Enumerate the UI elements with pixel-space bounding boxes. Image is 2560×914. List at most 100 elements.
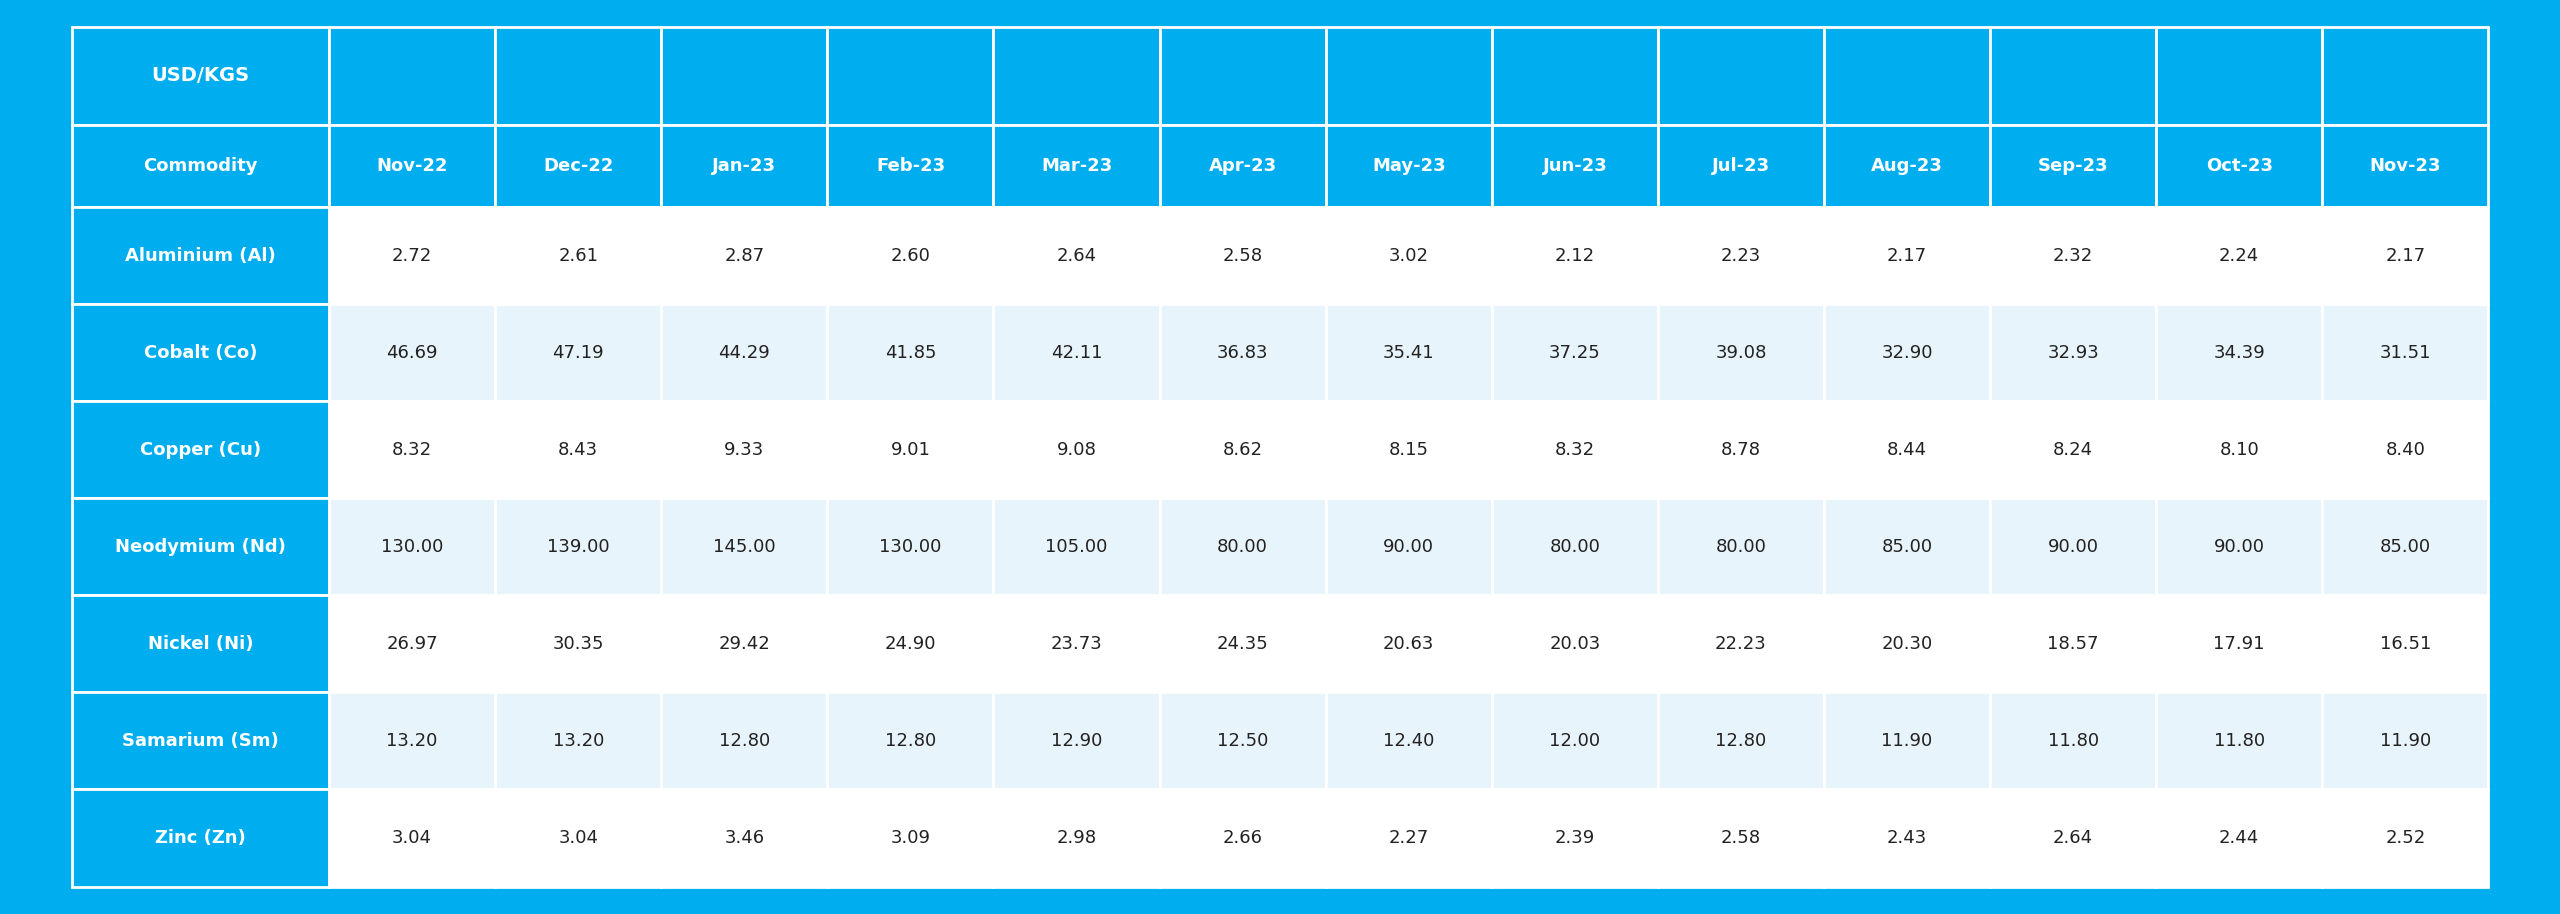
Text: 3.46: 3.46 — [724, 829, 765, 847]
Bar — [1659, 401, 1823, 498]
Bar — [330, 124, 494, 207]
Text: 85.00: 85.00 — [1882, 537, 1933, 556]
Bar — [660, 124, 827, 207]
Text: Nickel (Ni): Nickel (Ni) — [148, 635, 253, 653]
Bar — [1492, 27, 1659, 124]
Text: 2.24: 2.24 — [2220, 247, 2260, 264]
Bar — [827, 27, 993, 124]
Text: 145.00: 145.00 — [714, 537, 776, 556]
Bar — [1823, 27, 1989, 124]
Text: Jun-23: Jun-23 — [1544, 157, 1608, 175]
Bar — [330, 498, 494, 595]
Bar — [1659, 27, 1823, 124]
Bar — [1659, 207, 1823, 304]
Text: 35.41: 35.41 — [1382, 344, 1434, 362]
Text: 8.10: 8.10 — [2220, 441, 2258, 459]
Text: 8.40: 8.40 — [2386, 441, 2424, 459]
Bar — [660, 401, 827, 498]
Bar — [1492, 124, 1659, 207]
Bar — [330, 790, 494, 887]
Bar — [330, 207, 494, 304]
Bar — [660, 498, 827, 595]
Text: 90.00: 90.00 — [1382, 537, 1434, 556]
Text: 8.32: 8.32 — [392, 441, 433, 459]
Text: 39.08: 39.08 — [1715, 344, 1766, 362]
Bar — [827, 693, 993, 790]
Text: 130.00: 130.00 — [381, 537, 443, 556]
Text: 12.90: 12.90 — [1050, 732, 1103, 750]
Text: 2.61: 2.61 — [558, 247, 599, 264]
Text: 11.90: 11.90 — [2381, 732, 2432, 750]
Bar — [1326, 207, 1492, 304]
Text: 18.57: 18.57 — [2048, 635, 2099, 653]
Text: 2.98: 2.98 — [1057, 829, 1096, 847]
Bar — [660, 27, 827, 124]
Text: 2.60: 2.60 — [891, 247, 929, 264]
Bar — [1659, 595, 1823, 693]
Bar — [1326, 790, 1492, 887]
Text: 12.80: 12.80 — [1715, 732, 1766, 750]
Bar — [330, 304, 494, 401]
Bar — [2156, 595, 2322, 693]
Bar — [330, 595, 494, 693]
Text: 8.32: 8.32 — [1554, 441, 1595, 459]
Text: 3.09: 3.09 — [891, 829, 929, 847]
Text: 9.01: 9.01 — [891, 441, 929, 459]
Text: 31.51: 31.51 — [2381, 344, 2432, 362]
Text: 2.27: 2.27 — [1388, 829, 1428, 847]
Bar — [1989, 693, 2156, 790]
Bar — [993, 401, 1160, 498]
Text: 32.90: 32.90 — [1882, 344, 1933, 362]
Text: 80.00: 80.00 — [1549, 537, 1600, 556]
Text: Dec-22: Dec-22 — [543, 157, 614, 175]
Bar — [1989, 27, 2156, 124]
Bar — [494, 27, 660, 124]
Bar — [993, 595, 1160, 693]
Bar — [1823, 304, 1989, 401]
Text: 12.80: 12.80 — [886, 732, 937, 750]
Bar — [660, 595, 827, 693]
Bar — [1326, 124, 1492, 207]
Bar — [494, 124, 660, 207]
Bar — [494, 595, 660, 693]
Text: 12.80: 12.80 — [719, 732, 771, 750]
Text: USD/KGS: USD/KGS — [151, 67, 248, 86]
Text: 23.73: 23.73 — [1050, 635, 1103, 653]
Text: 8.43: 8.43 — [558, 441, 599, 459]
Bar — [1659, 790, 1823, 887]
Bar — [1326, 304, 1492, 401]
Bar — [72, 401, 330, 498]
Bar — [1160, 595, 1326, 693]
Bar — [660, 693, 827, 790]
Text: Jan-23: Jan-23 — [712, 157, 776, 175]
Text: 26.97: 26.97 — [387, 635, 438, 653]
Bar — [1659, 304, 1823, 401]
Bar — [1823, 207, 1989, 304]
Bar — [1989, 304, 2156, 401]
Bar — [1326, 27, 1492, 124]
Text: 29.42: 29.42 — [719, 635, 771, 653]
Bar — [2156, 790, 2322, 887]
Text: 105.00: 105.00 — [1044, 537, 1108, 556]
Bar — [1659, 498, 1823, 595]
Bar — [2322, 207, 2488, 304]
Bar — [330, 693, 494, 790]
Bar — [1989, 595, 2156, 693]
Text: 9.33: 9.33 — [724, 441, 765, 459]
Bar — [1492, 207, 1659, 304]
Bar — [1492, 401, 1659, 498]
Bar — [993, 27, 1160, 124]
Bar — [1160, 27, 1326, 124]
Text: 90.00: 90.00 — [2214, 537, 2266, 556]
Bar — [827, 124, 993, 207]
Text: 20.30: 20.30 — [1882, 635, 1933, 653]
Text: 46.69: 46.69 — [387, 344, 438, 362]
Text: Oct-23: Oct-23 — [2207, 157, 2273, 175]
Bar — [993, 207, 1160, 304]
Bar — [72, 27, 330, 124]
Bar — [1492, 498, 1659, 595]
Text: 80.00: 80.00 — [1715, 537, 1766, 556]
Bar — [1659, 693, 1823, 790]
Text: 2.43: 2.43 — [1887, 829, 1928, 847]
Bar — [330, 401, 494, 498]
